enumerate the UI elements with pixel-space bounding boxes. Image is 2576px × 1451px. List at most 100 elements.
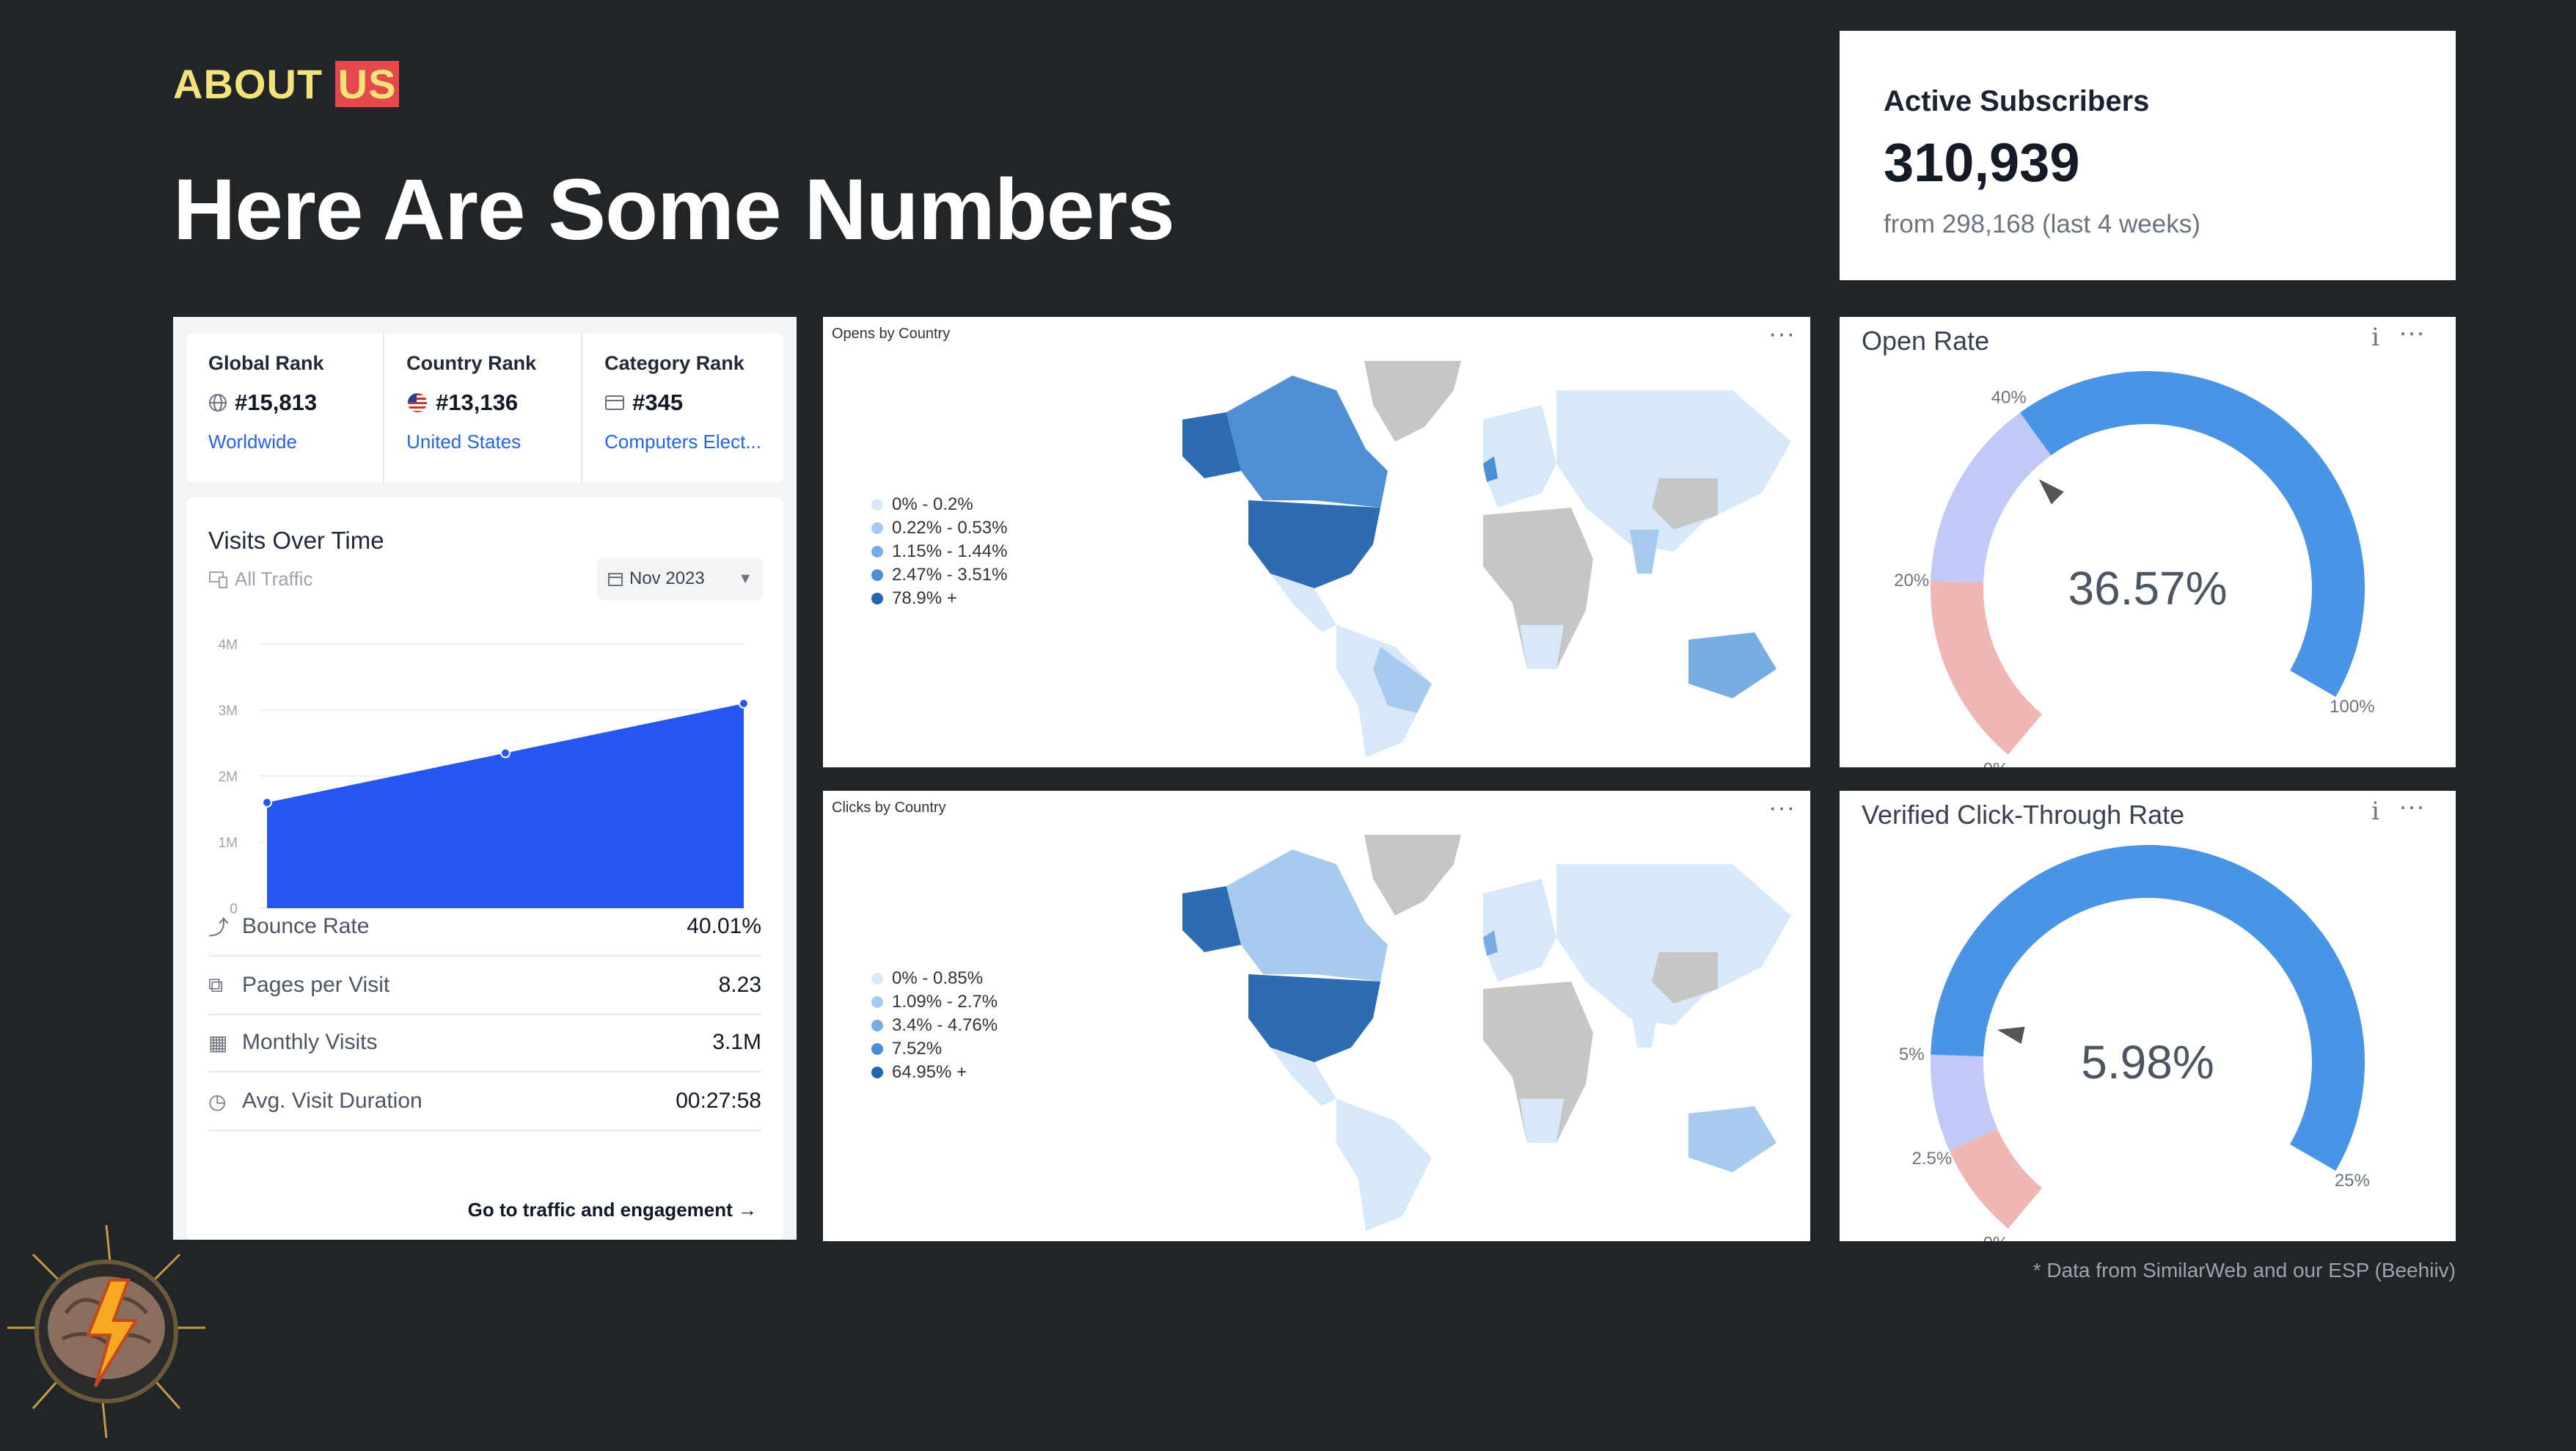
legend-swatch — [871, 1020, 883, 1031]
y-tick-label: 4M — [219, 637, 238, 653]
data-point[interactable] — [500, 748, 511, 759]
map-region-china — [1652, 478, 1718, 530]
legend-label: 0.22% - 0.53% — [892, 518, 1008, 538]
x-tick-label: Sep — [256, 921, 278, 923]
y-tick-label: 1M — [219, 836, 238, 851]
more-options-icon[interactable]: ··· — [2398, 317, 2425, 347]
calendar-icon: ▦ — [208, 1031, 228, 1054]
gauge-tick-label: 2.5% — [1911, 1149, 1952, 1169]
info-icon[interactable]: i — [2371, 323, 2379, 352]
legend-label: 0% - 0.2% — [892, 494, 973, 514]
eyebrow-highlight: US — [334, 61, 400, 107]
legend-label: 7.52% — [892, 1039, 943, 1059]
legend-item: 64.95% + — [871, 1061, 998, 1084]
ctr-panel: Verified Click-Through Rate i ··· 0% 2.5%… — [1840, 791, 2456, 1241]
clicks-map-panel: Clicks by Country ··· 0% - 0.85% 1.09% -… — [823, 791, 1810, 1241]
traffic-engagement-link[interactable]: Go to traffic and engagement → — [467, 1199, 757, 1221]
traffic-filter[interactable]: All Traffic — [208, 568, 312, 591]
metric-pages-per-visit: ⧉ Pages per Visit 8.23 — [208, 957, 761, 1015]
legend-item: 1.09% - 2.7% — [871, 990, 998, 1014]
map-title: Clicks by Country — [832, 800, 946, 816]
map-title: Opens by Country — [832, 326, 951, 342]
rank-link-category[interactable]: Computers Elect... — [604, 431, 762, 453]
open-rate-panel: Open Rate i ··· 0% 20% 40% 100% 36.57% — [1840, 317, 2456, 767]
legend-item: 0% - 0.85% — [871, 967, 998, 990]
legend-swatch — [871, 593, 883, 604]
map-region-uk — [1483, 456, 1498, 482]
gauge-title: Open Rate — [1862, 326, 1990, 356]
rank-label: Country Rank — [406, 352, 537, 374]
info-icon[interactable]: i — [2371, 797, 2379, 826]
calendar-icon — [608, 573, 623, 586]
map-region-brazil — [1373, 647, 1432, 713]
legend-label: 0% - 0.85% — [892, 968, 984, 988]
us-flag-icon — [408, 393, 428, 412]
metric-name: Monthly Visits — [242, 1030, 378, 1054]
map-region-alaska — [1182, 886, 1241, 952]
map-region-canada — [1226, 849, 1388, 982]
area-fill — [267, 703, 744, 908]
map-region-china — [1652, 952, 1718, 1004]
opens-world-map — [1182, 361, 1791, 757]
eyebrow-label: ABOUT US — [173, 60, 400, 108]
rank-card: Global Rank #15,813 Worldwide Country Ra… — [186, 333, 783, 483]
category-icon — [605, 395, 625, 410]
legend-item: 1.15% - 1.44% — [871, 540, 1007, 563]
legend-item: 2.47% - 3.51% — [871, 563, 1007, 587]
traffic-filter-label: All Traffic — [235, 568, 313, 590]
map-region-asia — [1556, 390, 1791, 552]
data-point[interactable] — [739, 698, 749, 709]
clock-icon: ◷ — [208, 1089, 227, 1113]
metric-monthly-visits: ▦ Monthly Visits 3.1M — [208, 1014, 761, 1072]
map-region-india — [1630, 1004, 1659, 1048]
metric-value: 3.1M — [712, 1030, 761, 1054]
rank-value: #345 — [632, 390, 684, 415]
trend-icon: ⤴ — [208, 916, 230, 939]
rank-link-united-states[interactable]: United States — [406, 431, 522, 453]
y-tick-label: 2M — [219, 770, 238, 785]
footnote: * Data from SimilarWeb and our ESP (Beeh… — [2032, 1259, 2456, 1282]
metric-avg-duration: ◷ Avg. Visit Duration 00:27:58 — [208, 1072, 761, 1131]
similarweb-panel: Global Rank #15,813 Worldwide Country Ra… — [173, 317, 797, 1240]
period-dropdown[interactable]: Nov 2023 ▼ — [597, 558, 763, 600]
metric-name: Pages per Visit — [242, 973, 390, 997]
chevron-down-icon: ▼ — [738, 570, 753, 587]
brain-lightning-logo — [7, 1224, 205, 1439]
legend-swatch — [871, 1043, 883, 1055]
gauge-segment-mid — [1931, 1054, 1998, 1151]
visits-card: Visits Over Time All Traffic Nov 2023 ▼ … — [186, 497, 783, 1240]
ctr-gauge: 0% 2.5% 5% 25% 5.98% — [1899, 845, 2370, 1241]
gauge-tick-label: 20% — [1894, 571, 1929, 591]
metric-bounce-rate: ⤴ Bounce Rate 40.01% — [208, 898, 761, 957]
gauge-tick-label: 100% — [2330, 697, 2374, 717]
country-rank: Country Rank #13,136 United States — [384, 333, 583, 483]
legend-item: 0.22% - 0.53% — [871, 516, 1007, 540]
category-rank: Category Rank #345 Computers Elect... — [582, 333, 783, 483]
y-tick-label: 3M — [219, 703, 238, 719]
map-region-australia — [1688, 632, 1777, 698]
map-region-uk — [1483, 930, 1498, 956]
gauge-tick-label: 25% — [2335, 1171, 2370, 1191]
more-options-icon[interactable]: ··· — [1768, 794, 1796, 822]
legend-swatch — [871, 1067, 883, 1078]
rank-value: #15,813 — [235, 390, 318, 415]
map-region-greenland — [1364, 835, 1461, 915]
x-tick-label: Oct — [496, 921, 516, 923]
legend-swatch — [871, 546, 883, 558]
legend-swatch — [871, 996, 883, 1008]
subscribers-subtext: from 298,168 (last 4 weeks) — [1884, 210, 2200, 238]
rank-link-worldwide[interactable]: Worldwide — [208, 431, 297, 453]
gauge-title: Verified Click-Through Rate — [1862, 800, 2185, 830]
legend-label: 1.15% - 1.44% — [892, 541, 1008, 561]
gauge-segment-low — [1931, 580, 2043, 755]
y-tick-label: 0 — [230, 902, 238, 917]
data-point[interactable] — [262, 797, 272, 808]
map-region-europe — [1483, 879, 1556, 982]
more-options-icon[interactable]: ··· — [1768, 320, 1796, 348]
gauge-tick-label: 0% — [1983, 760, 2009, 767]
more-options-icon[interactable]: ··· — [2398, 791, 2425, 821]
legend-label: 2.47% - 3.51% — [892, 565, 1008, 585]
gauge-segment-mid — [1931, 412, 2052, 583]
gauge-pointer-icon — [1986, 1022, 2030, 1050]
gauge-tick-label: 0% — [1983, 1234, 2009, 1241]
